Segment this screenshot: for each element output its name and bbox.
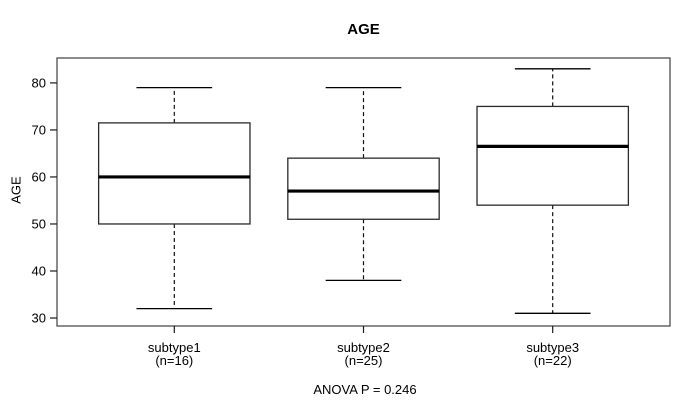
boxplot-group-subtype2: subtype2(n=25) <box>287 86 440 368</box>
iqr-box <box>287 157 440 220</box>
x-category-label: subtype1 <box>148 340 201 355</box>
boxplot-group-subtype3: subtype3(n=22) <box>476 68 630 368</box>
x-category-count-label: (n=16) <box>155 353 193 368</box>
y-tick-label: 80 <box>32 75 46 90</box>
x-category-count-label: (n=25) <box>345 353 383 368</box>
y-tick-label: 60 <box>32 169 46 184</box>
y-tick-label: 70 <box>32 122 46 137</box>
iqr-box <box>97 122 251 225</box>
x-category-label: subtype2 <box>337 340 390 355</box>
iqr-box <box>476 105 630 206</box>
anova-p-annotation: ANOVA P = 0.246 <box>313 382 417 397</box>
x-category-count-label: (n=22) <box>534 353 572 368</box>
y-tick-label: 40 <box>32 263 46 278</box>
boxplot-group-subtype1: subtype1(n=16) <box>97 86 251 368</box>
y-tick-label: 30 <box>32 311 46 326</box>
chart-title: AGE <box>347 21 380 38</box>
x-category-label: subtype3 <box>526 340 579 355</box>
y-tick-label: 50 <box>32 216 46 231</box>
